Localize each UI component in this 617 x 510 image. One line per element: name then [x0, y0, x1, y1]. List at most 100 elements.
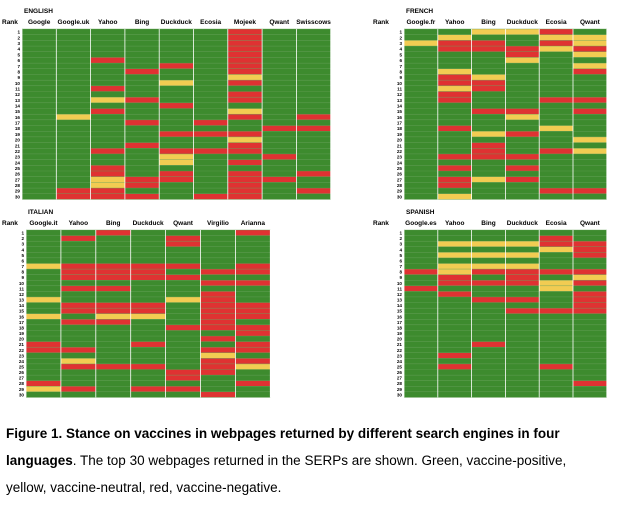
rank-tick-label: 13: [15, 98, 21, 103]
heatmap-cell: [404, 391, 438, 398]
heatmap-cell: [159, 136, 194, 143]
heatmap-cell: [437, 263, 472, 270]
heatmap-cell: [90, 188, 125, 194]
heatmap-cell: [159, 68, 194, 75]
heatmap-cell: [95, 347, 131, 353]
heatmap-cell: [90, 51, 125, 58]
heatmap-cell: [165, 363, 201, 370]
heatmap-cell: [26, 363, 61, 370]
rank-tick-label: 4: [399, 247, 402, 252]
heatmap-cell: [56, 153, 91, 160]
heatmap-cell: [90, 125, 125, 132]
heatmap-cell: [505, 119, 540, 126]
heatmap-cell: [95, 391, 131, 398]
heatmap-cell: [90, 182, 125, 189]
heatmap-cell: [56, 188, 91, 194]
heatmap-cell: [159, 91, 194, 98]
heatmap-cell: [56, 74, 91, 81]
rank-tick-label: 17: [397, 121, 403, 126]
heatmap-cell: [573, 375, 607, 381]
heatmap-cell: [505, 352, 540, 359]
heatmap-cell: [437, 235, 472, 242]
heatmap-cell: [165, 336, 201, 342]
heatmap-cell: [471, 182, 506, 189]
heatmap-cell: [193, 188, 228, 194]
heatmap-cell: [130, 308, 166, 314]
heatmap-cell: [124, 102, 160, 109]
heatmap-cell: [539, 108, 573, 115]
heatmap-cell: [437, 375, 472, 381]
heatmap-cell: [437, 285, 472, 292]
heatmap-cell: [573, 108, 607, 115]
heatmap-cell: [227, 159, 263, 166]
heatmap-cell: [471, 363, 506, 370]
heatmap-cell: [165, 347, 201, 353]
heatmap-cell: [573, 34, 607, 41]
heatmap-cell: [573, 159, 607, 166]
heatmap-cell: [130, 341, 166, 348]
heatmap-cell: [437, 153, 472, 160]
heatmap-cell: [95, 246, 131, 253]
heatmap-cell: [505, 142, 540, 149]
heatmap-cell: [573, 91, 607, 98]
heatmap-cell: [437, 176, 472, 183]
rank-tick-label: 28: [19, 381, 25, 386]
rank-tick-label: 17: [15, 121, 21, 126]
heatmap-cell: [95, 319, 131, 325]
heatmap-cell: [404, 246, 438, 253]
heatmap-cell: [90, 74, 125, 81]
heatmap-cell: [404, 171, 438, 177]
heatmap-cell: [505, 40, 540, 47]
heatmap-cell: [262, 114, 297, 120]
heatmap-cell: [60, 324, 96, 331]
heatmap-cell: [130, 352, 166, 359]
heatmap-cell: [235, 369, 271, 376]
heatmap-cell: [130, 269, 166, 275]
heatmap-cell: [573, 246, 607, 253]
heatmap-cell: [26, 347, 61, 353]
heatmap-cell: [90, 63, 125, 69]
rank-tick-label: 21: [397, 342, 403, 347]
heatmap-cell: [227, 142, 263, 149]
rank-tick-label: 7: [17, 64, 20, 69]
heatmap-cell: [262, 165, 297, 171]
heatmap-cell: [437, 57, 472, 64]
heatmap-cell: [296, 68, 331, 75]
heatmap-cell: [193, 108, 228, 115]
heatmap-cell: [60, 336, 96, 342]
heatmap-cell: [296, 131, 331, 137]
heatmap-cell: [200, 352, 236, 359]
rank-tick-label: 28: [15, 183, 21, 188]
heatmap-cell: [90, 102, 125, 109]
heatmap-cell: [26, 291, 61, 297]
heatmap-cell: [235, 269, 271, 275]
heatmap-cell: [539, 125, 573, 132]
heatmap-cell: [404, 40, 438, 47]
heatmap-cell: [471, 57, 506, 64]
heatmap-cell: [262, 159, 297, 166]
heatmap-cell: [296, 188, 331, 194]
heatmap-cell: [235, 285, 271, 292]
heatmap-cell: [22, 97, 57, 103]
heatmap-cell: [573, 57, 607, 64]
rank-tick-label: 10: [19, 281, 25, 286]
rank-tick-label: 27: [15, 177, 21, 182]
heatmap-cell: [404, 102, 438, 109]
heatmap-cell: [471, 51, 506, 58]
heatmap-cell: [124, 193, 160, 200]
heatmap-cell: [437, 119, 472, 126]
heatmap-cell: [262, 91, 297, 98]
heatmap-cell: [262, 57, 297, 64]
heatmap-cell: [22, 176, 57, 183]
heatmap-cell: [165, 274, 201, 281]
heatmap-cell: [130, 386, 166, 392]
heatmap-cell: [471, 176, 506, 183]
heatmap-cell: [539, 188, 573, 194]
heatmap-cell: [539, 119, 573, 126]
heatmap-cell: [573, 46, 607, 52]
heatmap-cell: [404, 114, 438, 120]
column-label: Google: [28, 19, 51, 26]
heatmap-cell: [95, 375, 131, 381]
heatmap-cell: [505, 302, 540, 309]
heatmap-cell: [471, 97, 506, 103]
